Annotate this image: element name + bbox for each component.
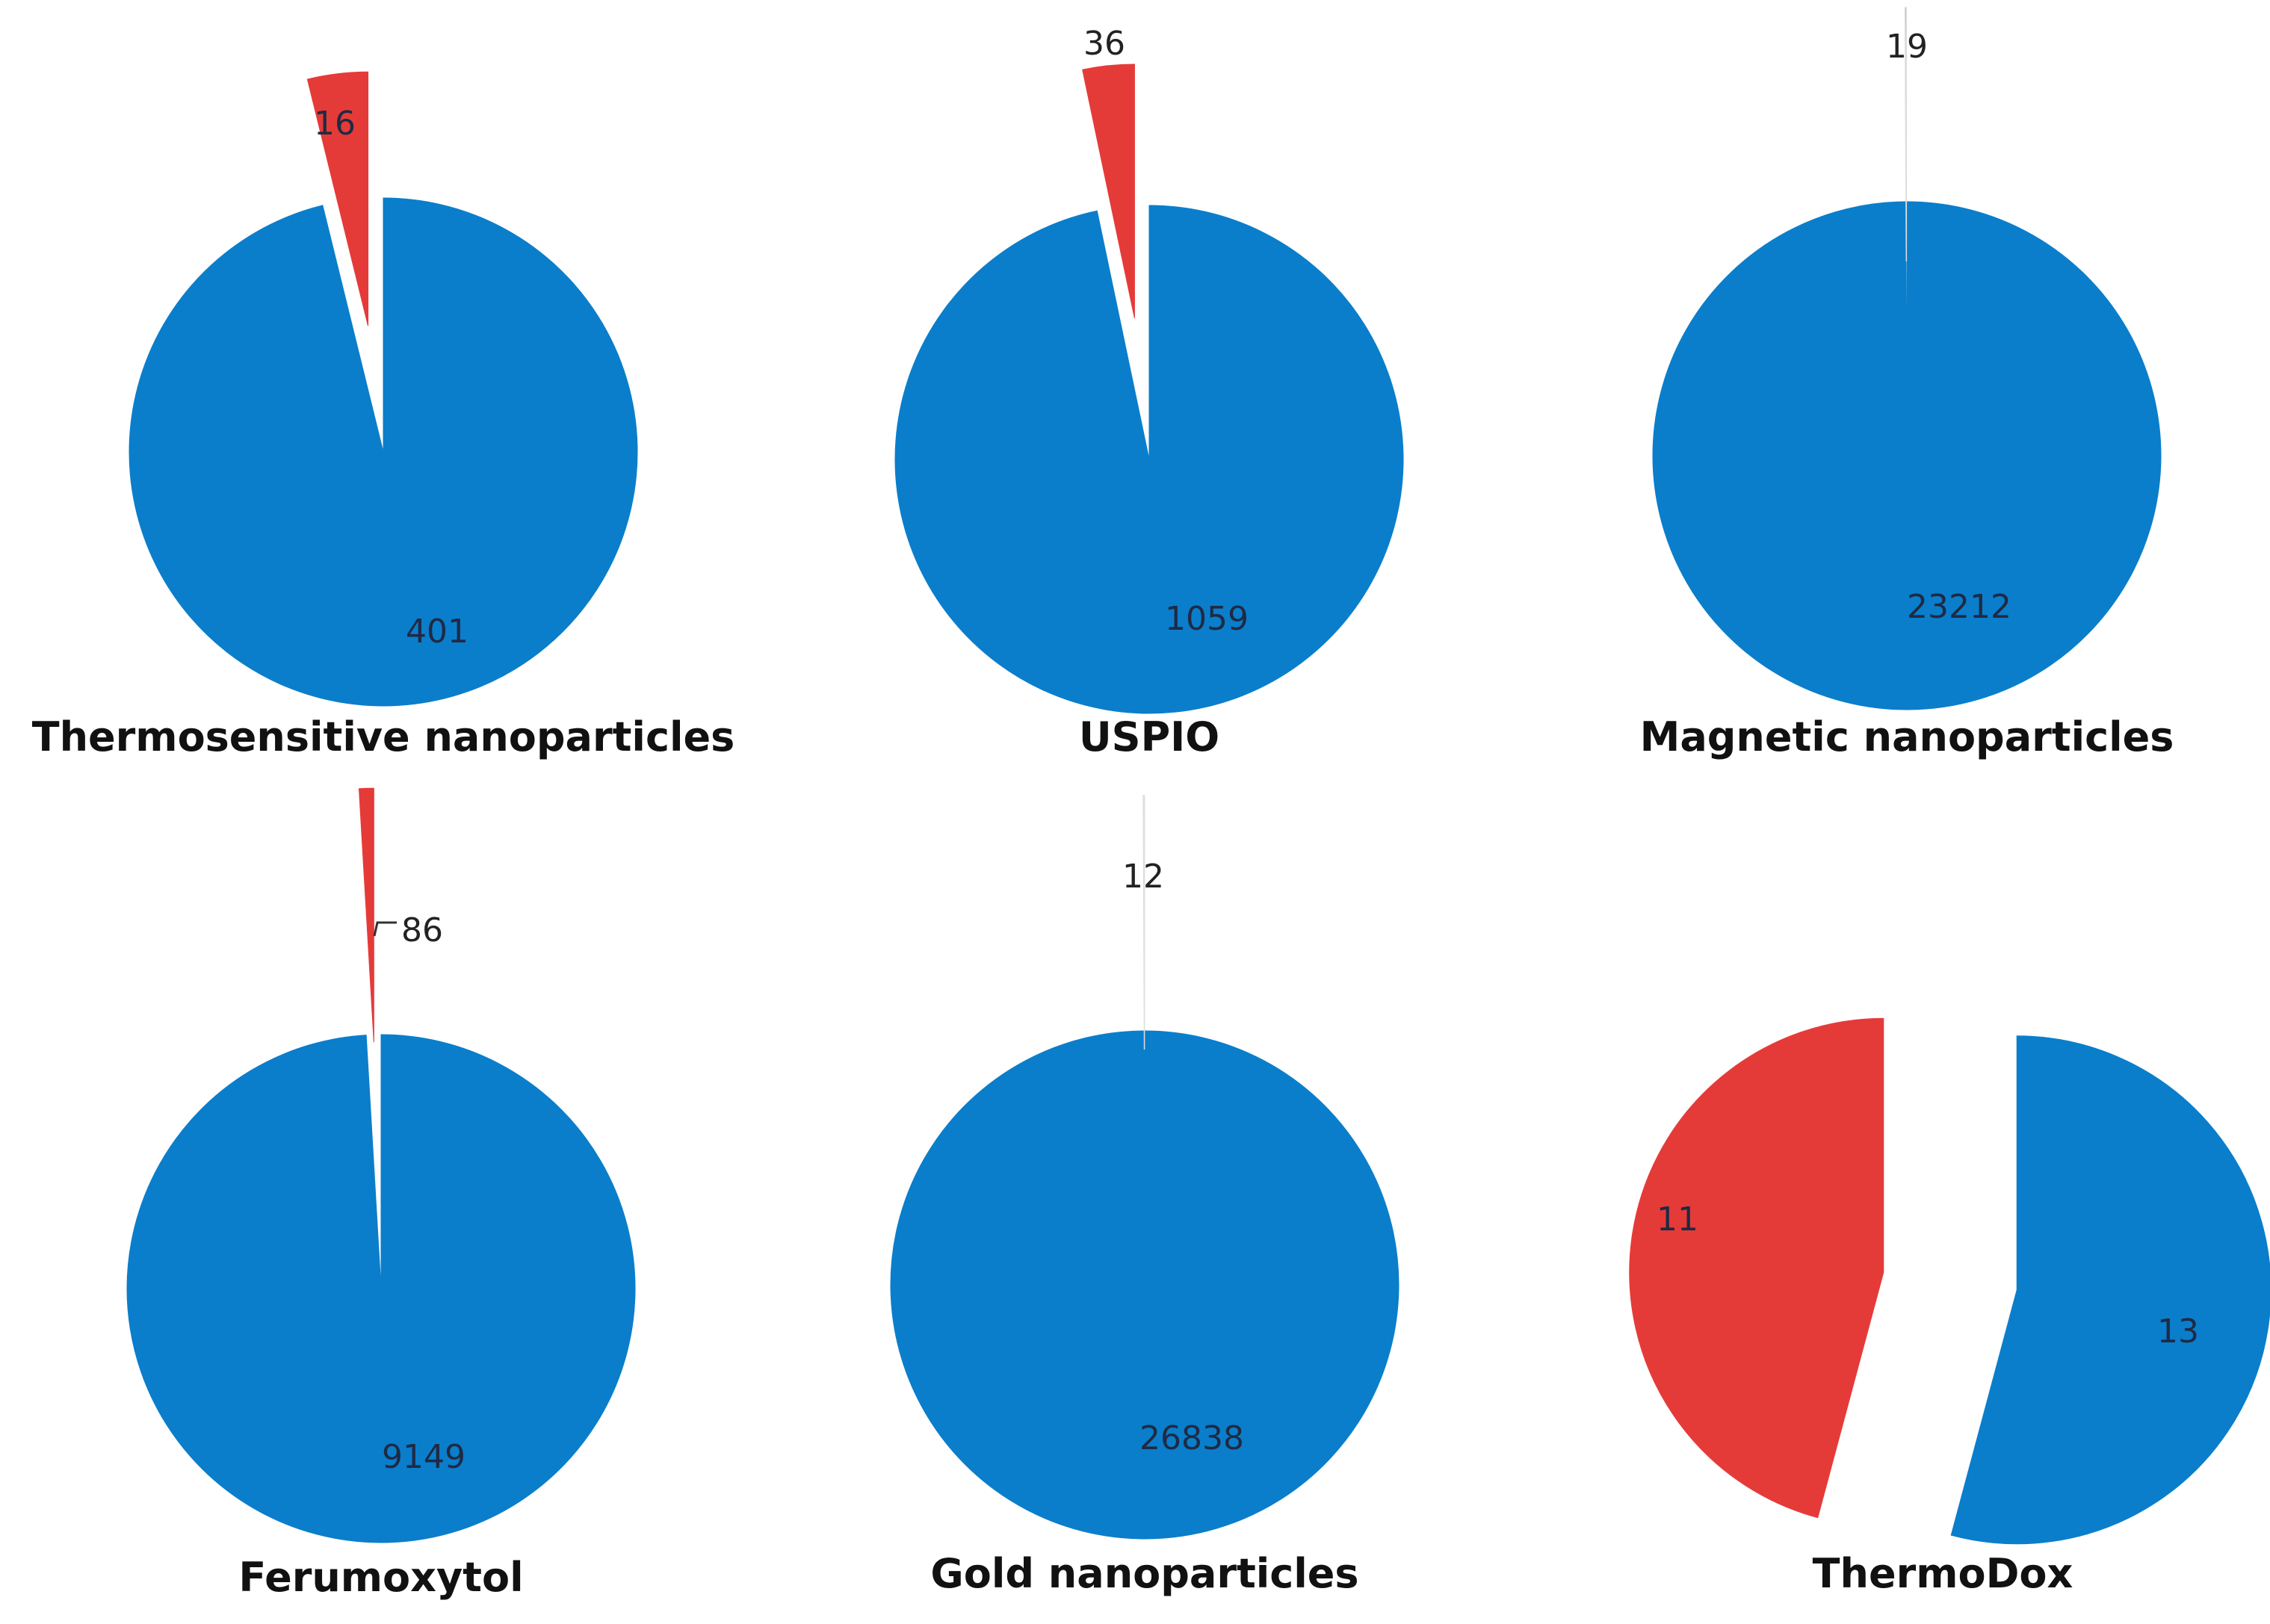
slice-value-label: 401	[406, 613, 468, 651]
pie-slice-red	[1629, 1017, 1884, 1519]
chart-title: Magnetic nanoparticles	[1640, 713, 2174, 760]
chart-title: USPIO	[1079, 713, 1219, 760]
slice-value-label: 86	[401, 911, 443, 949]
slice-value-label: 26838	[1139, 1419, 1244, 1457]
pie-slice-red	[1142, 795, 1145, 1050]
pie-chart: 86 9149 Ferumoxytol	[126, 787, 636, 1601]
pie-chart: 19 23212 Magnetic nanoparticles	[1640, 7, 2174, 760]
leader-line	[373, 921, 397, 937]
slice-value-label: 13	[2157, 1312, 2199, 1351]
pie-slice-red	[358, 787, 374, 1043]
pie-slice-blue	[1950, 1035, 2270, 1545]
pie-slice-red	[1904, 7, 1908, 262]
pie-slice-blue	[1652, 201, 2162, 710]
slice-value-label: 1059	[1165, 600, 1249, 638]
slice-value-label: 23212	[1907, 588, 2011, 626]
chart-title: Thermosensitive nanoparticles	[32, 713, 734, 760]
chart-title: Gold nanoparticles	[930, 1550, 1358, 1597]
pie-slice-red	[1082, 63, 1135, 319]
pie-chart: 16 401 Thermosensitive nanoparticles	[32, 71, 734, 760]
slice-value-label: 12	[1122, 858, 1164, 896]
pie-chart: 12 26838 Gold nanoparticles	[890, 795, 1400, 1597]
pie-slice-blue	[890, 1030, 1400, 1540]
slice-value-label: 19	[1886, 28, 1928, 66]
slice-value-label: 16	[314, 105, 356, 143]
slice-value-label: 36	[1083, 25, 1125, 63]
pie-chart: 36 1059 USPIO	[894, 25, 1404, 760]
pie-slice-blue	[126, 1034, 636, 1543]
pie-chart: 11 13 ThermoDox	[1629, 1017, 2270, 1597]
pie-slice-blue	[894, 205, 1404, 714]
slice-value-label: 9149	[382, 1438, 466, 1476]
chart-title: Ferumoxytol	[238, 1554, 523, 1601]
pie-slice-blue	[129, 197, 638, 707]
slice-value-label: 11	[1657, 1200, 1698, 1239]
chart-title: ThermoDox	[1813, 1550, 2073, 1597]
pie-slice-red	[306, 71, 369, 326]
